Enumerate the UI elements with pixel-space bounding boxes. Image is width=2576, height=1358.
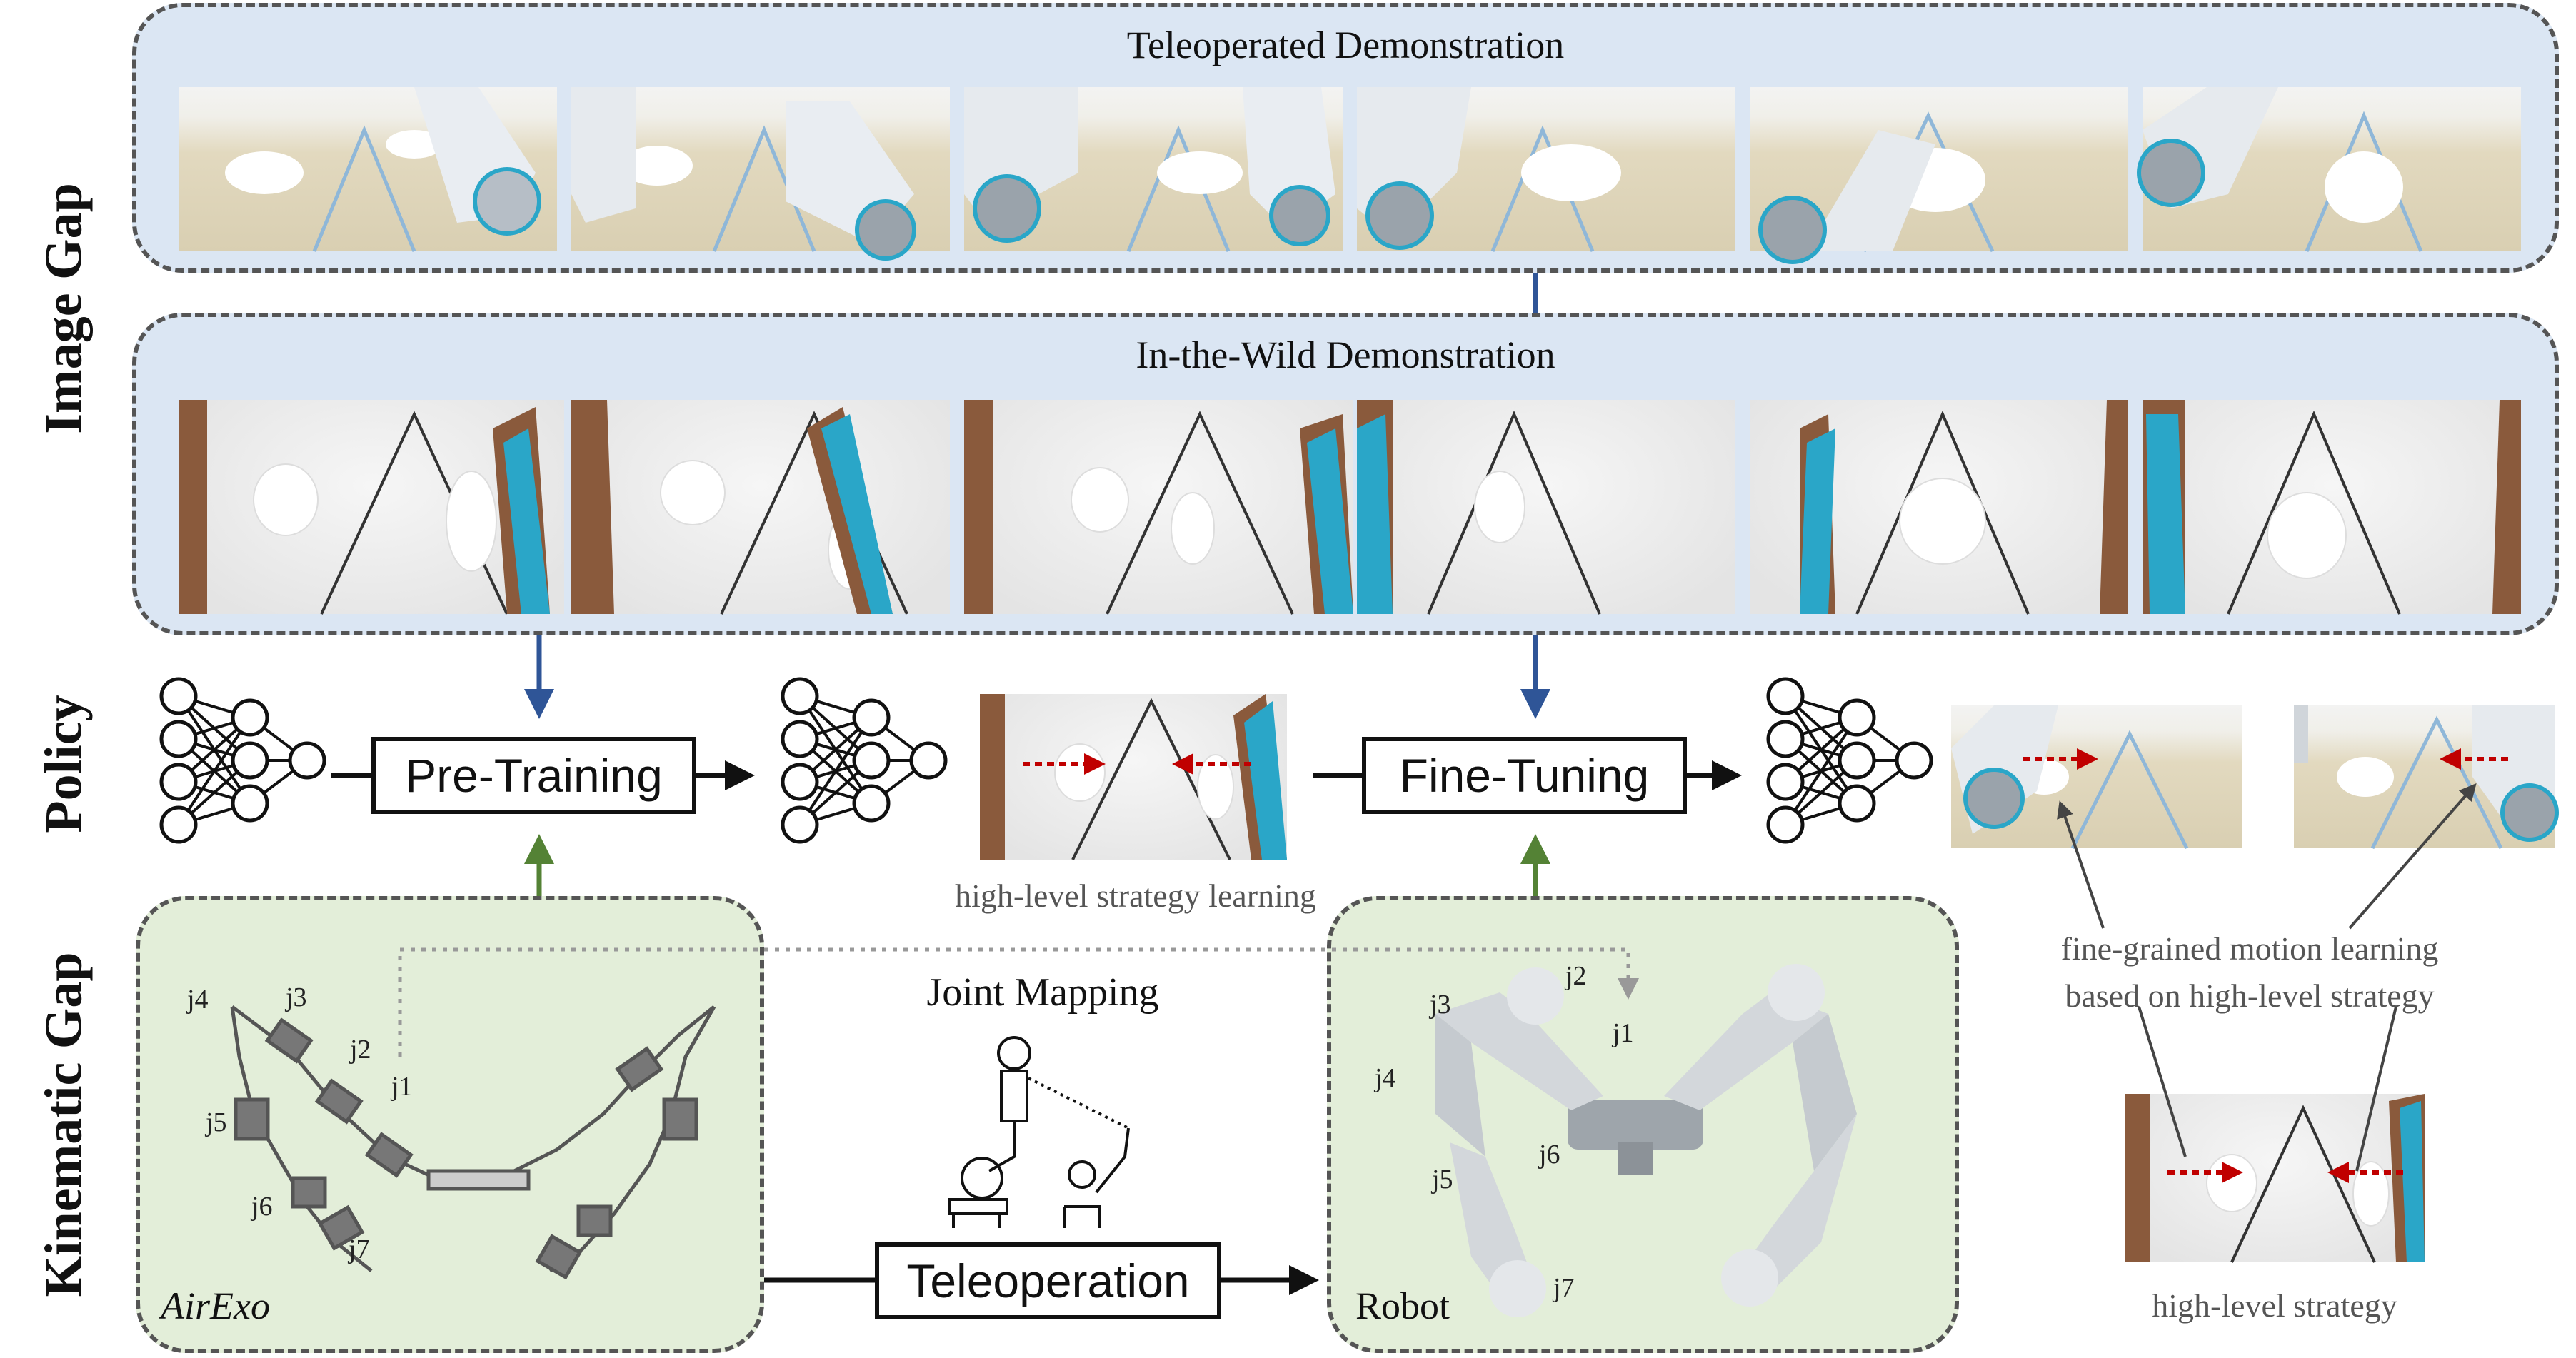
pointer-from-high-level-right bbox=[2355, 1006, 2397, 1172]
fine-grained-caption-line1: fine-grained motion learning bbox=[2060, 930, 2439, 967]
airexo-joint-label: j3 bbox=[286, 982, 307, 1012]
high-level-strategy-contents bbox=[2125, 1094, 2425, 1263]
teleoperated-frame-contents bbox=[225, 87, 2423, 264]
network-node bbox=[288, 741, 326, 780]
pointer-from-high-level-left bbox=[2138, 1006, 2187, 1157]
in-the-wild-frame-contents bbox=[179, 400, 2521, 615]
airexo-exoskeleton-drawing bbox=[230, 1005, 716, 1280]
network-node bbox=[781, 763, 819, 801]
network-node bbox=[1766, 720, 1805, 758]
network-node bbox=[852, 784, 891, 823]
network-node bbox=[231, 741, 269, 780]
airexo-joint-label: j6 bbox=[251, 1192, 273, 1222]
airexo-joint-label: j7 bbox=[349, 1234, 370, 1264]
network-node bbox=[1766, 677, 1805, 715]
joint-mapping-dotted-connector bbox=[398, 947, 1639, 1057]
robot-joint-label: j3 bbox=[1430, 990, 1451, 1020]
network-node bbox=[1766, 763, 1805, 801]
airexo-joint-label: j5 bbox=[206, 1107, 227, 1137]
network-node bbox=[159, 763, 198, 801]
network-node bbox=[1838, 698, 1876, 737]
network-node bbox=[1766, 805, 1805, 844]
pointer-to-left-result bbox=[2057, 800, 2105, 929]
pointer-to-right-result bbox=[2348, 783, 2477, 930]
in-the-wild-frame bbox=[964, 400, 1353, 614]
high-level-strategy-caption: high-level strategy bbox=[2152, 1287, 2397, 1324]
robot-joint-label: j5 bbox=[1432, 1165, 1453, 1194]
strategy-thumbnail-contents bbox=[980, 694, 1287, 860]
airexo-joint-label: j4 bbox=[187, 985, 209, 1015]
in-the-wild-frame bbox=[1357, 400, 1735, 614]
high-level-strategy-learning-caption: high-level strategy learning bbox=[955, 877, 1316, 914]
network-node bbox=[852, 698, 891, 737]
network-icon-finetuned bbox=[1766, 677, 1933, 844]
robot-joint-label: j4 bbox=[1375, 1063, 1396, 1093]
network-node bbox=[781, 677, 819, 715]
network-icon-initial bbox=[159, 677, 326, 844]
network-node bbox=[231, 698, 269, 737]
network-node bbox=[159, 677, 198, 715]
fine-grained-caption-line2: based on high-level strategy bbox=[2065, 977, 2435, 1014]
network-node bbox=[909, 741, 948, 780]
network-node bbox=[781, 720, 819, 758]
network-node bbox=[231, 784, 269, 823]
robot-joint-label: j7 bbox=[1553, 1273, 1575, 1303]
network-edge bbox=[177, 716, 251, 826]
joint-mapping-title: Joint Mapping bbox=[926, 970, 1159, 1015]
robot-result-right-contents bbox=[2294, 705, 2559, 850]
robot-joint-label: j6 bbox=[1539, 1140, 1560, 1170]
robot-joint-label: j1 bbox=[1613, 1018, 1634, 1048]
pretraining-box: Pre-Training bbox=[371, 737, 696, 814]
network-node bbox=[852, 741, 891, 780]
teleoperated-title: Teleoperated Demonstration bbox=[1126, 24, 1565, 66]
airexo-label: AirExo bbox=[161, 1284, 270, 1327]
airexo-joint-label: j2 bbox=[350, 1035, 371, 1065]
joint-mapping-icon bbox=[948, 1036, 1130, 1228]
finetuning-box: Fine-Tuning bbox=[1362, 737, 1687, 814]
network-icon-pretrained bbox=[781, 677, 948, 844]
teleoperation-box: Teleoperation bbox=[875, 1242, 1221, 1319]
network-node bbox=[1838, 784, 1876, 823]
robot-label: Robot bbox=[1355, 1284, 1450, 1327]
robot-joint-label: j2 bbox=[1565, 961, 1587, 991]
in-the-wild-frame bbox=[571, 400, 950, 614]
network-edge bbox=[1784, 716, 1858, 826]
network-node bbox=[1895, 741, 1933, 780]
in-the-wild-title: In-the-Wild Demonstration bbox=[1136, 333, 1555, 376]
network-node bbox=[159, 720, 198, 758]
network-node bbox=[159, 805, 198, 844]
robot-dual-arm-drawing bbox=[1435, 964, 1857, 1317]
airexo-joint-label: j1 bbox=[391, 1072, 413, 1102]
network-node bbox=[781, 805, 819, 844]
robot-result-left-contents bbox=[1951, 705, 2189, 850]
network-edge bbox=[798, 716, 873, 826]
network-node bbox=[1838, 741, 1876, 780]
